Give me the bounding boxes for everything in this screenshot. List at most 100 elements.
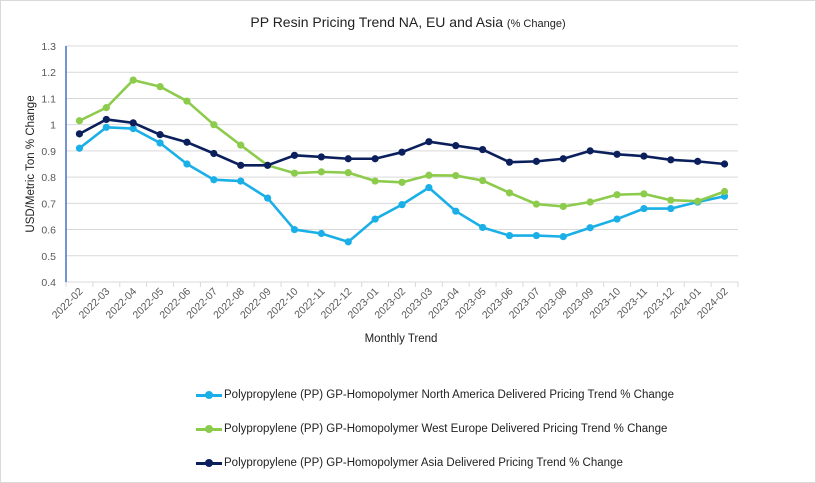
y-tick-label: 1.2 (41, 67, 56, 79)
data-point (532, 200, 541, 208)
legend-label-west-europe: Polypropylene (PP) GP-Homopolymer West E… (224, 423, 668, 435)
data-point (102, 115, 110, 124)
data-point (237, 141, 245, 149)
series-group (75, 76, 729, 246)
data-point (344, 238, 352, 246)
data-point (398, 178, 406, 186)
data-point (479, 223, 487, 232)
data-point (640, 152, 648, 160)
data-point (532, 157, 541, 165)
data-point (210, 121, 218, 129)
data-point (75, 144, 84, 152)
y-tick-labels: 0.4 0.5 0.6 0.7 0.8 0.9 1 1.1 1.2 1.3 (41, 41, 56, 289)
data-point (532, 231, 541, 240)
chart-legend: Polypropylene (PP) GP-Homopolymer North … (196, 378, 674, 480)
data-point (344, 169, 352, 177)
data-point (237, 177, 245, 185)
data-point (237, 161, 245, 169)
data-point (75, 117, 84, 125)
data-point (505, 189, 514, 197)
data-point (75, 130, 84, 138)
y-tick-label: 0.9 (41, 146, 56, 158)
data-point (129, 125, 137, 133)
data-point (102, 104, 110, 112)
data-point (479, 176, 487, 185)
data-point (398, 148, 406, 156)
data-point (264, 161, 272, 169)
data-point (720, 160, 729, 168)
data-point (425, 184, 433, 192)
y-tick-label: 1.1 (41, 93, 56, 105)
chart-title-suffix: (% Change) (506, 18, 566, 30)
data-point (425, 171, 433, 179)
data-point (452, 171, 460, 180)
y-tick-label: 0.6 (41, 225, 56, 237)
data-point (613, 150, 621, 158)
data-point (505, 158, 514, 166)
data-point (613, 191, 621, 199)
y-tick-label: 1.3 (41, 41, 56, 53)
y-tick-label: 0.7 (41, 198, 56, 210)
data-point (667, 196, 675, 204)
data-point (452, 207, 460, 215)
data-point (290, 225, 299, 234)
data-point (398, 201, 406, 209)
data-point (452, 142, 460, 150)
legend-marker-west-europe (196, 424, 222, 434)
data-point (640, 204, 648, 213)
data-point (317, 229, 325, 238)
x-axis-title: Monthly Trend (365, 333, 438, 345)
data-point (505, 231, 514, 240)
series-north-america (75, 123, 729, 246)
data-point (290, 151, 299, 159)
data-point (344, 155, 352, 163)
data-point (559, 202, 567, 211)
data-point (210, 176, 218, 184)
chart-title-main: PP Resin Pricing Trend NA, EU and Asia (250, 14, 504, 30)
legend-marker-north-america (196, 390, 222, 400)
y-tick-label: 0.5 (41, 251, 56, 263)
gridlines (65, 45, 739, 287)
data-point (183, 160, 191, 168)
data-point (559, 233, 567, 241)
data-point (129, 119, 137, 127)
legend-item-asia[interactable]: Polypropylene (PP) GP-Homopolymer Asia D… (196, 446, 674, 480)
data-point (317, 168, 325, 176)
data-point (667, 156, 675, 164)
data-point (586, 198, 594, 206)
series-asia (75, 115, 729, 169)
legend-marker-asia (196, 458, 222, 468)
x-tick-labels: 2022-022022-032022-042022-052022-062022-… (50, 286, 731, 322)
data-point (720, 187, 729, 196)
data-point (667, 204, 675, 213)
data-point (425, 138, 433, 146)
legend-label-north-america: Polypropylene (PP) GP-Homopolymer North … (224, 389, 674, 401)
y-tick-label: 0.4 (41, 277, 56, 289)
data-point (264, 194, 272, 202)
legend-item-west-europe[interactable]: Polypropylene (PP) GP-Homopolymer West E… (196, 412, 674, 446)
data-point (156, 83, 164, 91)
data-point (290, 169, 299, 177)
data-point (183, 138, 191, 146)
y-tick-label: 1 (50, 120, 56, 132)
data-point (102, 123, 110, 131)
legend-item-north-america[interactable]: Polypropylene (PP) GP-Homopolymer North … (196, 378, 674, 412)
data-point (586, 224, 594, 232)
legend-label-asia: Polypropylene (PP) GP-Homopolymer Asia D… (224, 457, 623, 469)
data-point (640, 190, 648, 198)
data-point (183, 97, 191, 105)
data-point (613, 215, 621, 223)
data-point (156, 139, 164, 147)
data-point (210, 149, 218, 158)
data-point (317, 153, 325, 161)
series-west-europe (75, 76, 729, 211)
series-line-west-europe (78, 78, 726, 208)
data-point (371, 177, 379, 185)
data-point (129, 76, 137, 84)
series-line-asia (78, 118, 725, 167)
data-point (559, 155, 567, 163)
data-point (694, 157, 702, 165)
data-point (586, 147, 594, 155)
data-point (371, 215, 379, 223)
